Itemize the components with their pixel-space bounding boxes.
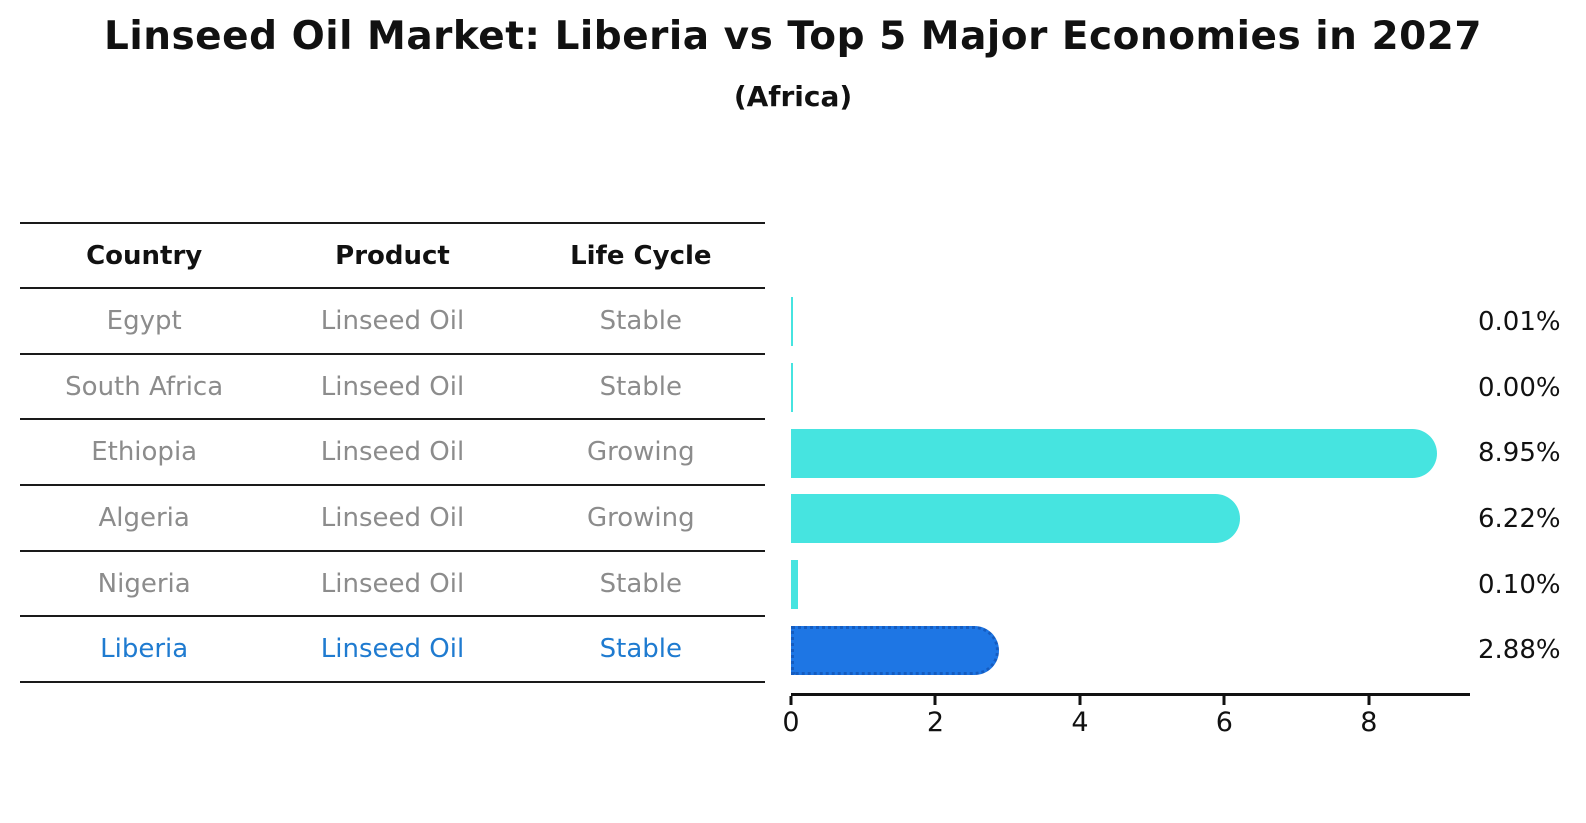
table-header-life-cycle: Life Cycle	[570, 240, 712, 271]
table-body: Egypt Linseed Oil Stable South Africa Linsee…	[20, 289, 765, 684]
cell-life-cycle: Growing	[586, 437, 695, 468]
cell-country: Egypt	[106, 305, 182, 336]
x-axis-line	[791, 693, 1470, 696]
chart-title: Linseed Oil Market: Liberia vs Top 5 Maj…	[103, 14, 1482, 59]
value-label-algeria: 6.22%	[1478, 503, 1561, 534]
table-row-egypt: Egypt Linseed Oil Stable	[20, 289, 765, 355]
cell-product: Linseed Oil	[320, 502, 465, 533]
bar-row-liberia	[791, 617, 1470, 683]
value-label-liberia: 2.88%	[1478, 635, 1561, 666]
cell-life-cycle: Stable	[599, 634, 682, 665]
cell-country: Liberia	[100, 634, 189, 665]
cell-life-cycle: Stable	[599, 305, 682, 336]
bar-row-ethiopia	[791, 420, 1470, 486]
value-label-egypt: 0.01%	[1478, 306, 1561, 337]
table-row-algeria: Algeria Linseed Oil Growing	[20, 486, 765, 552]
cell-life-cycle: Growing	[586, 502, 695, 533]
table-header-country: Country	[86, 240, 203, 271]
value-label-ethiopia: 8.95%	[1478, 438, 1561, 469]
country-table: Country Product Life Cycle Egypt Linseed …	[20, 222, 765, 684]
table-header-row: Country Product Life Cycle	[20, 222, 765, 289]
cell-country: Nigeria	[97, 568, 191, 599]
value-labels: 0.01% 0.00% 8.95% 6.22% 0.10% 2.88%	[1478, 289, 1586, 683]
table-row-ethiopia: Ethiopia Linseed Oil Growing	[20, 420, 765, 487]
bar-nigeria	[791, 560, 799, 610]
x-tick-2	[933, 696, 937, 705]
cell-product: Linseed Oil	[320, 437, 465, 468]
cell-product: Linseed Oil	[320, 634, 465, 665]
x-tick-8	[1367, 696, 1371, 705]
x-tick-label-6: 6	[1215, 707, 1233, 738]
bar-row-nigeria	[791, 552, 1470, 618]
x-tick-label-4: 4	[1071, 707, 1089, 738]
x-tick-6	[1222, 696, 1226, 705]
cell-country: South Africa	[65, 371, 224, 402]
bar-plot-area	[791, 289, 1470, 683]
x-tick-label-8: 8	[1360, 707, 1378, 738]
chart-subtitle: (Africa)	[733, 80, 853, 113]
table-header-product: Product	[335, 240, 450, 271]
table-row-nigeria: Nigeria Linseed Oil Stable	[20, 552, 765, 618]
value-label-south-africa: 0.00%	[1478, 372, 1561, 403]
bar-row-south-africa	[791, 355, 1470, 421]
bar-algeria	[791, 494, 1241, 544]
bar-row-egypt	[791, 289, 1470, 355]
value-label-nigeria: 0.10%	[1478, 569, 1561, 600]
cell-life-cycle: Stable	[599, 371, 682, 402]
bar-ethiopia	[791, 428, 1438, 478]
bar-south-africa	[791, 363, 793, 413]
cell-product: Linseed Oil	[320, 568, 465, 599]
cell-product: Linseed Oil	[320, 371, 465, 402]
table-row-liberia: Liberia Linseed Oil Stable	[20, 617, 765, 684]
bar-egypt	[791, 297, 793, 347]
x-tick-label-0: 0	[782, 707, 800, 738]
x-tick-label-2: 2	[926, 707, 945, 738]
table-row-south-africa: South Africa Linseed Oil Stable	[20, 355, 765, 421]
cell-country: Algeria	[98, 502, 190, 533]
cell-country: Ethiopia	[91, 437, 198, 468]
x-tick-0	[789, 696, 793, 705]
bar-row-algeria	[791, 486, 1470, 552]
x-tick-4	[1078, 696, 1082, 705]
cell-life-cycle: Stable	[599, 568, 682, 599]
x-axis: 0 2 4 6 8	[782, 693, 1470, 743]
cell-product: Linseed Oil	[320, 305, 465, 336]
bar-liberia	[791, 625, 1000, 675]
